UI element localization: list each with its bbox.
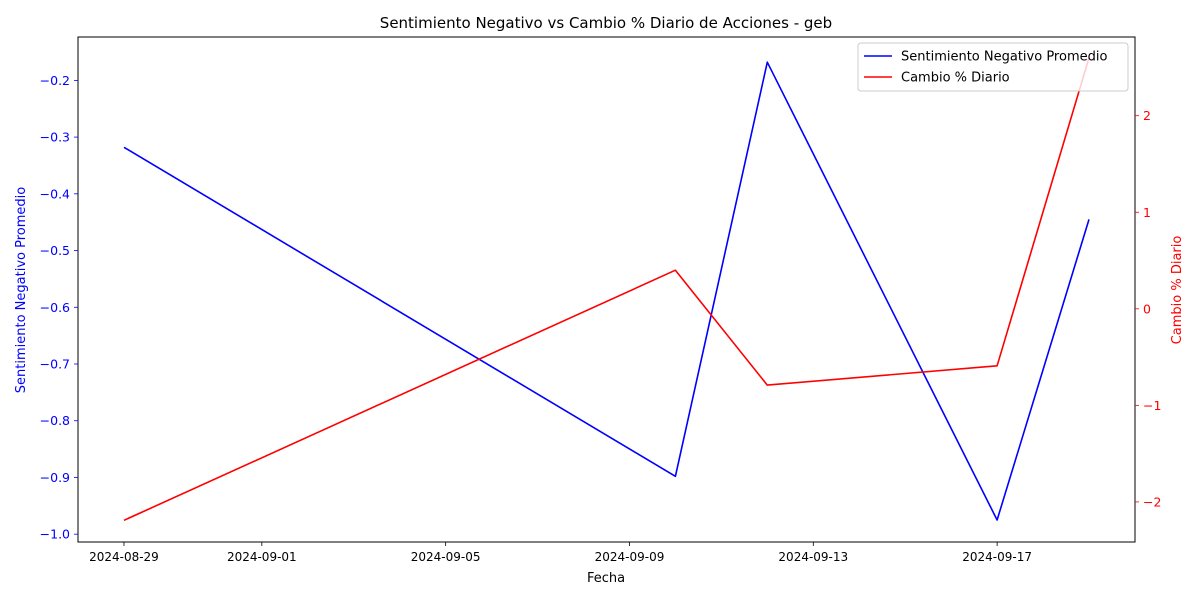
x-tick-label: 2024-09-05 [411, 550, 481, 564]
x-tick-label: 2024-09-01 [227, 550, 297, 564]
y-right-tick-label: 0 [1143, 301, 1151, 316]
x-tick-label: 2024-08-29 [89, 550, 159, 564]
x-tick-label: 2024-09-13 [778, 550, 848, 564]
legend-label-sentimiento: Sentimiento Negativo Promedio [901, 50, 1107, 65]
plot-area [124, 58, 1089, 521]
y-axis-right-label: Cambio % Diario [1170, 236, 1185, 345]
y-axis-left-label: Sentimiento Negativo Promedio [14, 187, 29, 393]
y-right-tick-label: 1 [1143, 205, 1151, 220]
plot-frame [78, 37, 1135, 542]
y-right-tick-label: 2 [1143, 108, 1151, 123]
y-left-tick-label: −0.6 [40, 300, 70, 315]
y-left-tick-label: −1.0 [40, 527, 70, 542]
legend: Sentimiento Negativo Promedio Cambio % D… [858, 43, 1128, 91]
legend-label-cambio: Cambio % Diario [901, 71, 1010, 86]
y-right-tick-label: −1 [1143, 398, 1161, 413]
y-left-tick-label: −0.7 [40, 357, 70, 372]
y-left-tick-label: −0.8 [40, 413, 70, 428]
series-line-1 [124, 58, 1089, 521]
x-tick-label: 2024-09-09 [595, 550, 665, 564]
y-left-tick-label: −0.2 [40, 73, 70, 88]
x-tick-label: 2024-09-17 [962, 550, 1032, 564]
x-axis-label: Fecha [587, 571, 625, 586]
y-left-tick-label: −0.5 [40, 243, 70, 258]
y-axis-right: −2 −1 0 1 2 [1135, 108, 1161, 509]
chart-title: Sentimiento Negativo vs Cambio % Diario … [380, 14, 832, 32]
series-line-0 [124, 62, 1089, 520]
y-left-tick-label: −0.4 [40, 186, 70, 201]
x-axis: 2024-08-29 2024-09-01 2024-09-05 2024-09-09… [89, 542, 1032, 564]
y-left-tick-label: −0.9 [40, 470, 70, 485]
y-right-tick-label: −2 [1143, 494, 1161, 509]
y-left-tick-label: −0.3 [40, 130, 70, 145]
y-axis-left: −1.0 −0.9 −0.8 −0.7 −0.6 −0.5 −0.4 −0.3 −0.2 [40, 73, 78, 542]
